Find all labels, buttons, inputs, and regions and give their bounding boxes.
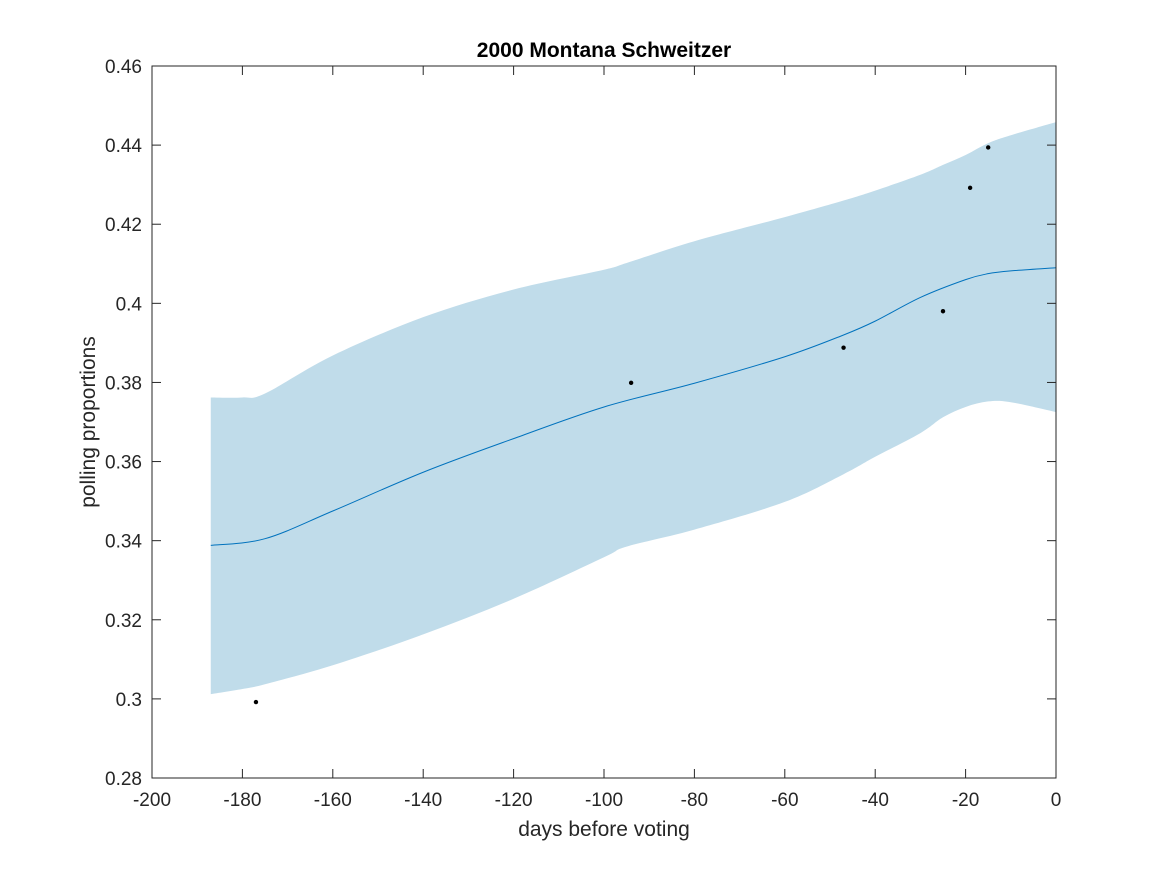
x-tick-label: -80 — [681, 790, 708, 811]
fit-line — [210, 267, 1057, 546]
y-tick-label: 0.34 — [105, 532, 142, 553]
y-tick-label: 0.32 — [105, 611, 142, 632]
poll-point — [967, 185, 973, 191]
x-tick-label: 0 — [1051, 790, 1062, 811]
y-tick-label: 0.3 — [116, 690, 142, 711]
poll-point — [628, 380, 634, 386]
confidence-band — [210, 122, 1056, 695]
poll-point — [253, 699, 259, 705]
poll-points-layer — [253, 145, 991, 705]
y-tick-label: 0.4 — [116, 294, 143, 315]
x-tick-label: -200 — [133, 790, 171, 811]
y-tick-label: 0.46 — [105, 57, 142, 78]
x-tick-label: -20 — [952, 790, 979, 811]
x-axis-title: days before voting — [518, 818, 690, 841]
confidence-band-layer — [210, 122, 1056, 695]
fit-line-layer — [210, 267, 1057, 546]
y-tick-label: 0.42 — [105, 215, 142, 236]
chart-title: 2000 Montana Schweitzer — [477, 39, 731, 62]
y-axis-title: polling proportions — [77, 336, 100, 508]
y-tick-label: 0.44 — [105, 136, 142, 157]
x-tick-label: -40 — [861, 790, 888, 811]
axes-layer: -200 -180 -160 -140 -120 -100 -80 -60 -40 -20 00.2… — [105, 57, 1061, 811]
y-tick-label: 0.38 — [105, 373, 142, 394]
x-tick-label: -120 — [495, 790, 533, 811]
x-tick-label: -140 — [404, 790, 442, 811]
poll-point — [986, 145, 991, 150]
x-tick-label: -160 — [314, 790, 352, 811]
x-tick-label: -100 — [585, 790, 623, 811]
poll-point — [940, 309, 946, 314]
y-tick-label: 0.28 — [105, 769, 142, 790]
y-tick-label: 0.36 — [105, 453, 142, 474]
x-tick-label: -180 — [223, 790, 261, 811]
poll-point — [841, 345, 846, 350]
x-tick-label: -60 — [771, 790, 798, 811]
